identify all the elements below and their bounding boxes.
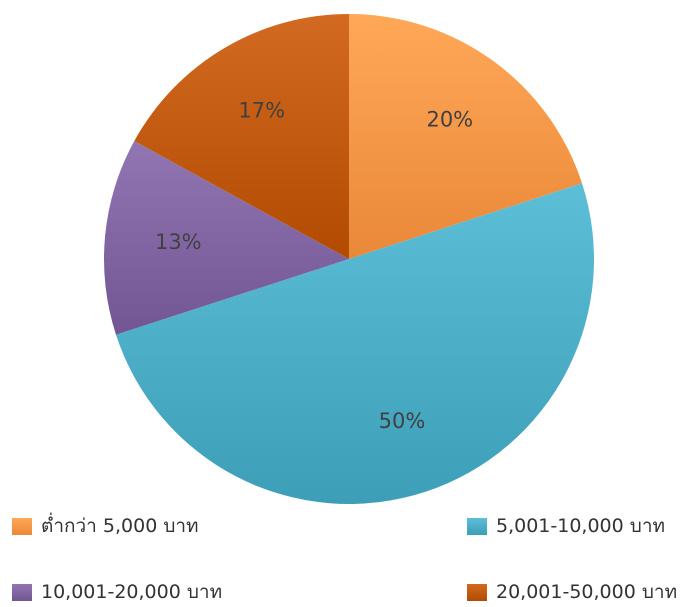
pie-slice-1 xyxy=(115,183,595,505)
pie-slice-3 xyxy=(134,14,349,259)
pie-slice-2 xyxy=(103,140,350,335)
pie-slices xyxy=(103,14,595,505)
pie-data-label-0: 20% xyxy=(426,107,473,131)
pie-data-label-1: 50% xyxy=(379,409,426,433)
pie-data-label-2: 13% xyxy=(155,230,202,254)
pie-slice-0 xyxy=(349,14,583,259)
pie-data-label-3: 17% xyxy=(238,98,285,122)
pie-data-labels: 20% 50% 13% 17% xyxy=(155,98,473,433)
